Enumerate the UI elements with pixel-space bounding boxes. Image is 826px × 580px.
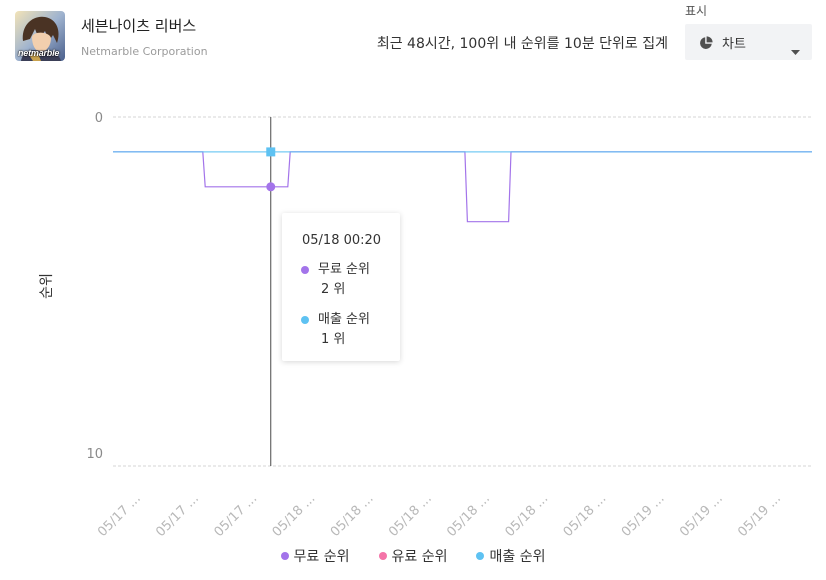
tooltip-series-row: 매출 순위 [301, 310, 400, 330]
app-icon[interactable]: netmarble [15, 11, 65, 61]
chart-legend: 무료 순위 유료 순위 매출 순위 [0, 546, 826, 566]
app-title: 세븐나이츠 리버스 [81, 17, 197, 35]
tooltip-time: 05/18 00:20 [302, 233, 382, 248]
tooltip-item: 무료 순위 2 위 [301, 260, 400, 300]
legend-item[interactable]: 매출 순위 [476, 546, 545, 566]
tooltip-series-row: 무료 순위 [301, 260, 400, 280]
pie-chart-icon [699, 35, 713, 49]
y-axis-title: 순위 [39, 273, 55, 299]
tooltip-series-name: 매출 순위 [318, 312, 370, 327]
x-tick-label: 05/19 ... [677, 491, 726, 540]
hover-marker[interactable] [266, 147, 276, 157]
x-tick-label: 05/17 ... [211, 491, 260, 540]
display-mode-label: 표시 [685, 4, 708, 18]
tooltip-series-value: 2 위 [321, 282, 346, 297]
legend-marker [280, 552, 289, 560]
app-publisher[interactable]: Netmarble Corporation [81, 45, 208, 58]
legend-label: 유료 순위 [391, 549, 448, 565]
display-mode-select[interactable]: 차트 [685, 24, 812, 60]
hover-marker[interactable] [266, 182, 276, 192]
display-mode-value: 차트 [722, 36, 746, 52]
tooltip-item: 매출 순위 1 위 [301, 310, 400, 350]
aggregation-note: 최근 48시간, 100위 내 순위를 10분 단위로 집계 [376, 36, 668, 52]
legend-label: 매출 순위 [489, 549, 546, 565]
legend-item[interactable]: 무료 순위 [280, 546, 350, 566]
x-tick-label: 05/18 ... [328, 491, 377, 540]
x-tick-label: 05/18 ... [444, 491, 493, 540]
x-tick-label: 05/18 ... [270, 491, 319, 540]
character-artwork [15, 11, 65, 61]
chevron-down-icon [791, 40, 800, 55]
series-line-1[interactable] [113, 151, 812, 223]
legend-marker [476, 552, 485, 560]
tooltip-series-value: 1 위 [321, 332, 346, 347]
x-tick-label: 05/18 ... [561, 491, 610, 540]
x-tick-label: 05/17 ... [153, 491, 202, 540]
y-tick-label: 0 [95, 111, 103, 126]
x-tick-label: 05/18 ... [386, 491, 435, 540]
x-tick-label: 05/17 ... [95, 491, 144, 540]
legend-item[interactable]: 유료 순위 [378, 546, 448, 566]
legend-marker [378, 552, 387, 560]
legend-label: 무료 순위 [293, 549, 350, 565]
series-color-dot [301, 266, 309, 274]
netmarble-logo: netmarble [18, 48, 60, 58]
tooltip-series-name: 무료 순위 [318, 262, 370, 277]
x-tick-label: 05/19 ... [735, 491, 784, 540]
x-tick-label: 05/19 ... [619, 491, 668, 540]
x-tick-label: 05/18 ... [502, 491, 551, 540]
y-tick-label: 10 [86, 447, 103, 462]
series-color-dot [301, 316, 309, 324]
